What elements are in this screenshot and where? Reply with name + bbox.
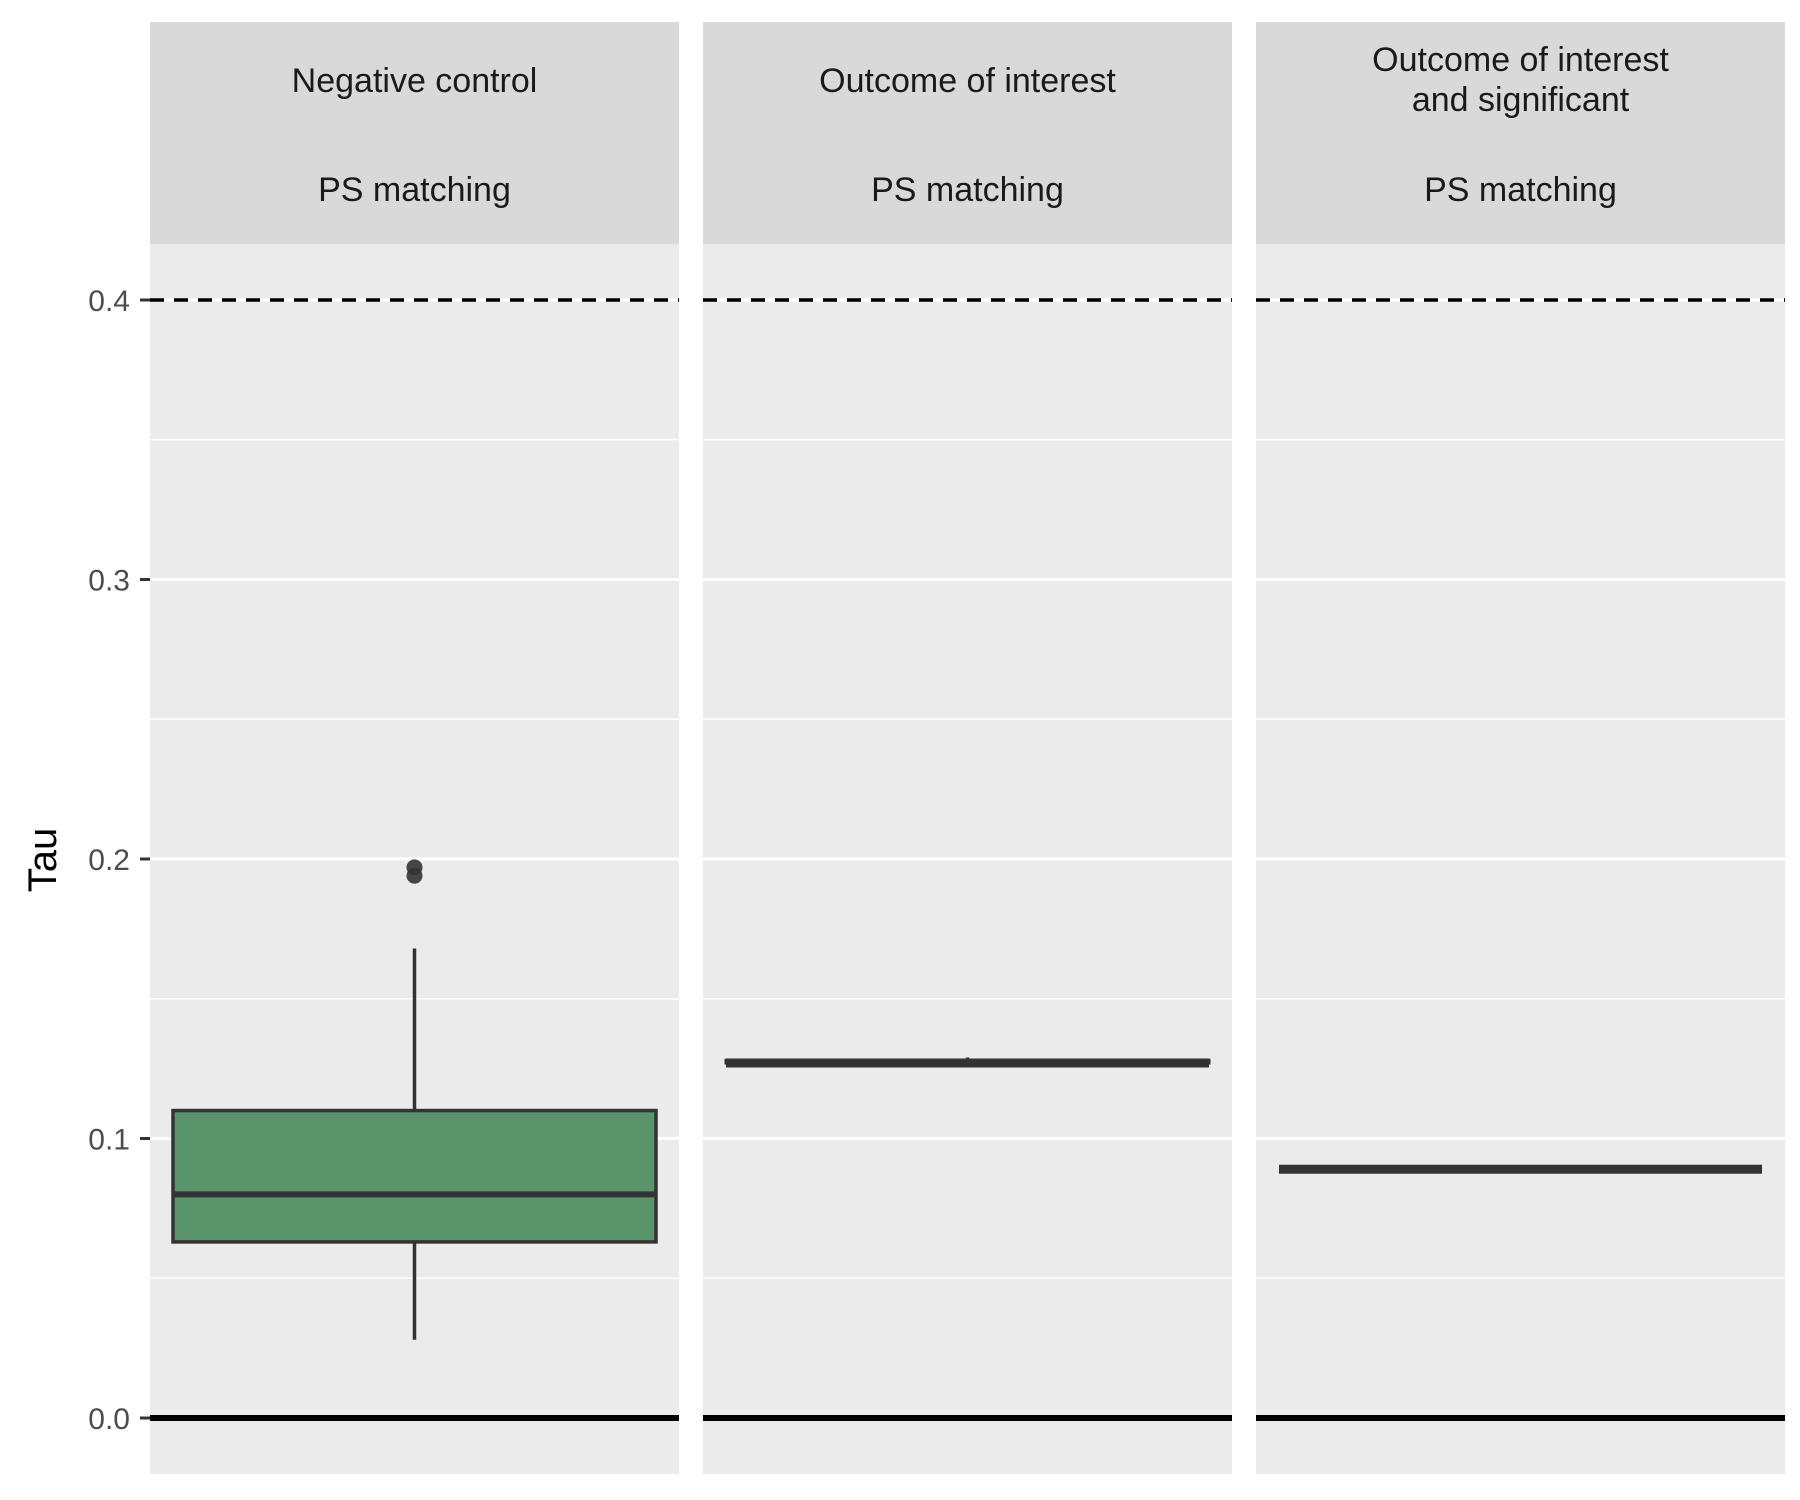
facet-title: and significant (1412, 81, 1630, 119)
facet-strip (150, 22, 679, 244)
facet-subtitle: PS matching (871, 171, 1064, 209)
y-axis: 0.0 0.1 0.2 0.3 0.4 (88, 285, 150, 1436)
y-tick-label: 0.3 (88, 565, 130, 598)
facet-subtitle: PS matching (318, 171, 511, 209)
facet-2: Outcome of interest PS matching (703, 22, 1232, 1474)
facet-strip (703, 22, 1232, 244)
facet-strip (1256, 22, 1785, 244)
y-tick-label: 0.2 (88, 844, 130, 877)
y-tick-label: 0.0 (88, 1403, 130, 1436)
facet-title: Outcome of interest (1372, 41, 1669, 79)
facet-1: Negative control PS matching (150, 22, 679, 1474)
y-axis-title: Tau (21, 828, 65, 893)
box (171, 1108, 658, 1244)
y-tick-label: 0.1 (88, 1124, 130, 1157)
facet-subtitle: PS matching (1424, 171, 1617, 209)
y-tick-label: 0.4 (88, 285, 130, 318)
facet-title: Negative control (292, 62, 538, 100)
facet-title: Outcome of interest (819, 62, 1116, 100)
outlier-point (406, 867, 423, 884)
